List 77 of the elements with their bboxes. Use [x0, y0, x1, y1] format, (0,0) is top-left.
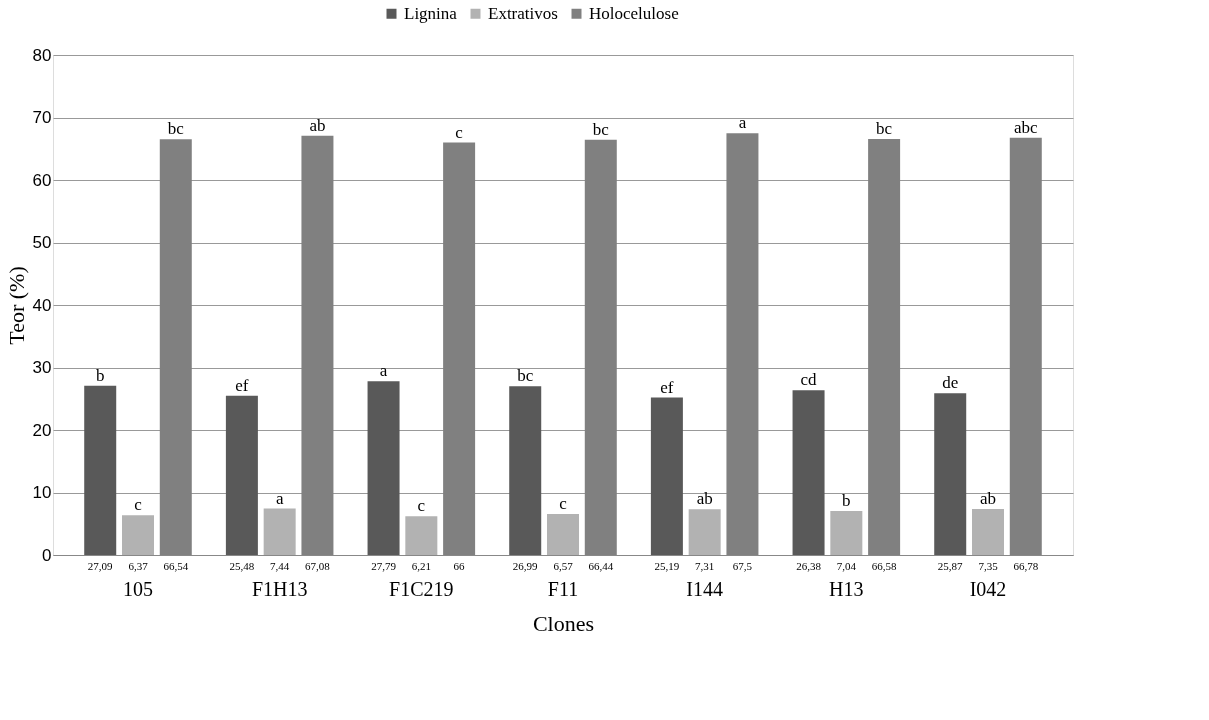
data-label: 66,58 — [871, 560, 897, 572]
x-tick-label: F1H13 — [251, 577, 308, 600]
x-axis-title: Clones — [532, 610, 595, 636]
annotation: ab — [309, 115, 326, 135]
data-label: 6,57 — [553, 560, 574, 572]
x-tick-label: I144 — [686, 577, 723, 600]
data-label: 25,87 — [937, 560, 964, 572]
data-label: 66 — [453, 560, 466, 572]
annotation: ef — [235, 375, 249, 395]
y-tick-label: 50 — [32, 233, 52, 252]
bar — [650, 397, 683, 555]
y-tick-label: 80 — [32, 45, 52, 65]
annotation: ab — [979, 489, 997, 509]
bar — [84, 385, 117, 555]
annotation: c — [455, 122, 464, 142]
annotation: b — [95, 365, 105, 385]
y-tick-label: 40 — [32, 295, 52, 315]
bar — [972, 509, 1004, 555]
bar — [547, 513, 579, 555]
data-label: 66,54 — [163, 560, 189, 572]
data-label: 66,44 — [588, 560, 614, 572]
y-tick-label: 30 — [32, 358, 52, 377]
annotation: ef — [660, 377, 674, 397]
data-label: 27,79 — [371, 560, 397, 572]
annotation: bc — [167, 119, 185, 139]
annotation: bc — [876, 118, 893, 138]
bar — [792, 390, 825, 555]
data-label: 6,21 — [411, 560, 431, 572]
data-label: 7,35 — [978, 560, 999, 572]
x-tick-label: 105 — [123, 577, 153, 600]
x-tick-label: H13 — [829, 577, 864, 600]
annotation: c — [134, 495, 143, 515]
annotation: a — [275, 488, 284, 508]
annotation: b — [842, 491, 851, 510]
bar — [509, 386, 542, 555]
annotation: a — [738, 113, 747, 133]
data-label: 25,19 — [654, 560, 680, 572]
y-axis-title: Teor (%) — [3, 266, 29, 345]
y-tick-label: 0 — [42, 545, 52, 565]
bar — [934, 393, 967, 555]
bar — [830, 511, 863, 555]
annotation: bc — [517, 366, 534, 386]
y-tick-label: 20 — [32, 420, 52, 440]
y-tick-label: 70 — [32, 108, 52, 127]
annotation: a — [379, 361, 388, 381]
data-label: 66,78 — [1013, 560, 1039, 572]
data-label: 7,44 — [270, 560, 290, 572]
annotation: de — [942, 373, 959, 393]
data-label: 7,31 — [695, 560, 715, 572]
bar — [688, 509, 721, 555]
annotation: c — [417, 496, 426, 516]
data-label: 26,38 — [796, 560, 822, 572]
x-tick-label: I042 — [969, 577, 1007, 600]
x-tick-label: F11 — [547, 577, 579, 600]
data-label: 7,04 — [836, 560, 857, 572]
data-label: 67,5 — [732, 560, 753, 572]
legend-label: Lignina — [404, 3, 458, 23]
data-label: 25,48 — [229, 560, 255, 572]
legend-label: Extrativos — [488, 3, 558, 23]
data-label: 67,08 — [305, 560, 331, 572]
annotation: abc — [1013, 117, 1039, 137]
legend-label: Holocelulose — [589, 3, 679, 23]
bar — [405, 516, 438, 555]
bar — [263, 508, 296, 555]
y-tick-label: 60 — [32, 170, 52, 190]
bar — [225, 395, 258, 555]
data-label: 26,99 — [512, 560, 539, 572]
bar — [367, 381, 400, 555]
bar — [122, 515, 154, 555]
data-label: 27,09 — [87, 560, 114, 572]
annotation: ab — [696, 489, 713, 509]
x-tick-label: F1C219 — [389, 577, 454, 600]
annotation: c — [559, 493, 568, 513]
annotation: bc — [592, 119, 610, 139]
annotation: cd — [800, 370, 818, 390]
y-tick-label: 10 — [32, 483, 52, 502]
data-label: 6,37 — [128, 560, 149, 572]
